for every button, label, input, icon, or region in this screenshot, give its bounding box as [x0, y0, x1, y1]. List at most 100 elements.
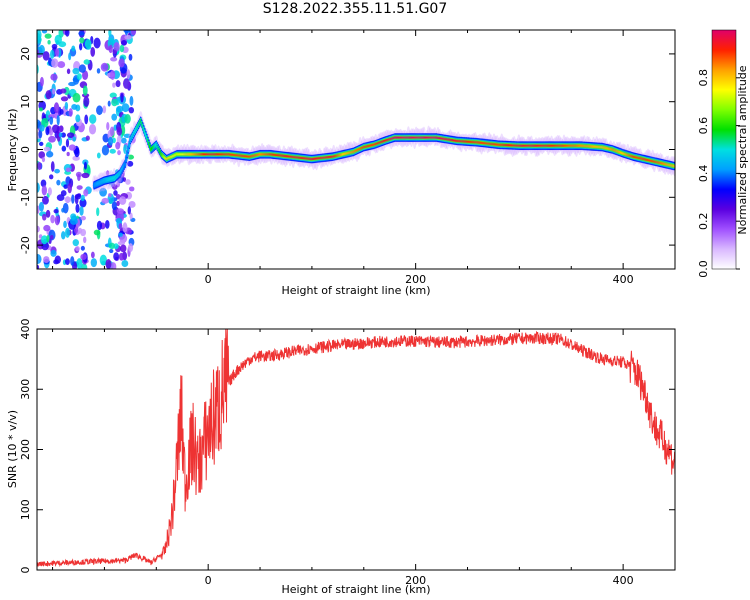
- spectrogram-noise-blob: [65, 30, 70, 37]
- spectrogram-noise-blob: [78, 31, 85, 36]
- spectrogram-panel: 0 200 400 -20 -10 0 10 20 Height of straight l…: [6, 29, 676, 297]
- spectrogram-noise-blob: [128, 200, 136, 208]
- spectrogram-noise-blob: [115, 141, 121, 150]
- spectrogram-noise-blob: [40, 235, 48, 245]
- spectrogram-noise-blob: [54, 168, 60, 174]
- spectrogram-noise-blob: [101, 197, 109, 204]
- spectrogram-noise-blob: [58, 30, 64, 38]
- spectrogram-ytick-label: 20: [19, 47, 32, 61]
- spectrogram-noise-blob: [43, 256, 50, 264]
- spectrogram-noise-blob: [112, 49, 117, 55]
- spectrogram-noise-blob: [74, 194, 79, 205]
- spectrogram-noise-blob: [41, 156, 46, 163]
- spectrogram-noise-blob: [49, 116, 54, 125]
- spectrogram-noise-blob: [120, 92, 124, 103]
- spectrogram-noise-blob: [111, 201, 117, 211]
- spectrogram-noise-blob: [53, 208, 59, 214]
- spectrogram-noise-blob: [105, 219, 110, 229]
- spectrogram-noise-blob: [89, 114, 97, 124]
- spectrogram-noise-blob: [93, 229, 101, 236]
- spectrogram-noise-blob: [118, 58, 125, 68]
- spectrogram-noise-blob: [111, 184, 118, 190]
- spectrogram-noise-blob: [96, 68, 101, 74]
- spectrogram-noise-blob: [96, 152, 101, 159]
- spectrogram-ridge-cell: [125, 157, 128, 161]
- spectrogram-noise-blob: [37, 161, 42, 171]
- spectrogram-noise-blob: [68, 52, 72, 61]
- spectrogram-noise-blob: [50, 235, 54, 240]
- spectrogram-noise-blob: [68, 81, 76, 87]
- spectrogram-noise-blob: [81, 172, 90, 179]
- spectrogram-noise-blob: [123, 133, 132, 138]
- spectrogram-noise-blob: [106, 170, 110, 176]
- spectrogram-noise-blob: [115, 194, 121, 200]
- spectrogram-noise-blob: [70, 256, 75, 266]
- spectrogram-y-ticks: -20 -10 0 10 20: [19, 47, 675, 254]
- snr-ytick-label: 200: [19, 439, 32, 460]
- spectrogram-noise-blob: [63, 220, 67, 229]
- spectrogram-noise-blob: [52, 88, 56, 95]
- spectrogram-noise-blob: [117, 150, 121, 156]
- spectrogram-noise-blob: [64, 196, 72, 203]
- spectrogram-noise-blob: [54, 255, 61, 264]
- spectrogram-noise-blob: [83, 236, 87, 244]
- spectrogram-noise-blob: [51, 43, 58, 50]
- snr-ytick-label: 0: [19, 567, 32, 574]
- spectrogram-noise-blob: [72, 239, 79, 247]
- spectrogram-noise-blob: [71, 45, 76, 52]
- spectrogram-noise-blob: [76, 73, 82, 80]
- spectrogram-noise-blob: [112, 137, 116, 144]
- spectrogram-noise-blob: [37, 264, 40, 269]
- spectrogram-noise-blob: [50, 214, 55, 224]
- spectrogram-noise-blob: [72, 136, 77, 142]
- spectrogram-noise-blob: [75, 246, 80, 252]
- spectrogram-noise-blob: [80, 194, 85, 202]
- spectrogram-noise-blob: [90, 46, 96, 57]
- spectrogram-noise-blob: [45, 209, 51, 218]
- spectrogram-noise-blob: [49, 49, 55, 59]
- spectrogram-noise-blob: [74, 147, 80, 158]
- spectrogram-noise-blob: [124, 30, 129, 36]
- spectrogram-noise-blob: [61, 207, 65, 213]
- spectrogram-noise-blob: [127, 160, 134, 167]
- spectrogram-noise-blob: [113, 252, 120, 261]
- spectrogram-noise-blob: [57, 61, 66, 68]
- spectrogram-noise-blob: [41, 30, 48, 34]
- spectrogram-noise-blob: [50, 249, 57, 257]
- spectrogram-noise-blob: [128, 106, 135, 114]
- colorbar-tick-label: 0.6: [697, 117, 710, 135]
- spectrogram-noise-blob: [109, 148, 116, 154]
- spectrogram-noise-blob: [47, 40, 51, 45]
- spectrogram-noise-blob: [125, 179, 131, 185]
- snr-ytick-label: 100: [19, 499, 32, 520]
- snr-y-ticks: 0 100 200 300 400: [19, 319, 675, 574]
- spectrogram-noise-blob: [47, 187, 52, 196]
- spectrogram-noise-blob: [107, 100, 111, 107]
- spectrogram-ridge-cell: [126, 152, 129, 156]
- spectrogram-noise-blob: [124, 114, 131, 124]
- spectrogram-noise-blob: [115, 80, 121, 88]
- spectrogram-noise-blob: [71, 104, 78, 110]
- spectrogram-noise-blob: [107, 136, 114, 146]
- spectrogram-noise-blob: [108, 30, 112, 37]
- spectrogram-noise-blob: [72, 155, 80, 161]
- spectrogram-y-axis-label: Frequency (Hz): [6, 109, 19, 192]
- spectrogram-noise-blob: [93, 37, 101, 49]
- spectrogram-noise-blob: [102, 105, 107, 114]
- spectrogram-noise-blob: [79, 206, 84, 216]
- spectrogram-noise-blob: [75, 203, 80, 213]
- spectrogram-noise-blob: [90, 258, 98, 268]
- spectrogram-noise-blob: [60, 231, 66, 240]
- spectrogram-noise-blob: [127, 206, 131, 215]
- spectrogram-noise-blob: [111, 113, 118, 121]
- spectrogram-noise-blob: [37, 30, 42, 40]
- snr-y-axis-label: SNR (10 * v/v): [6, 410, 19, 488]
- spectrogram-noise-blob: [116, 126, 123, 136]
- spectrogram-noise-blob: [64, 101, 69, 110]
- spectrogram-noise-blob: [101, 260, 107, 266]
- spectrogram-noise-blob: [124, 34, 132, 40]
- spectrogram-noise-blob: [109, 92, 117, 98]
- colorbar-label: Normalized spectral amplitude: [736, 65, 749, 234]
- spectrogram-noise-blob: [118, 252, 125, 261]
- spectrogram-noise-blob: [48, 128, 54, 136]
